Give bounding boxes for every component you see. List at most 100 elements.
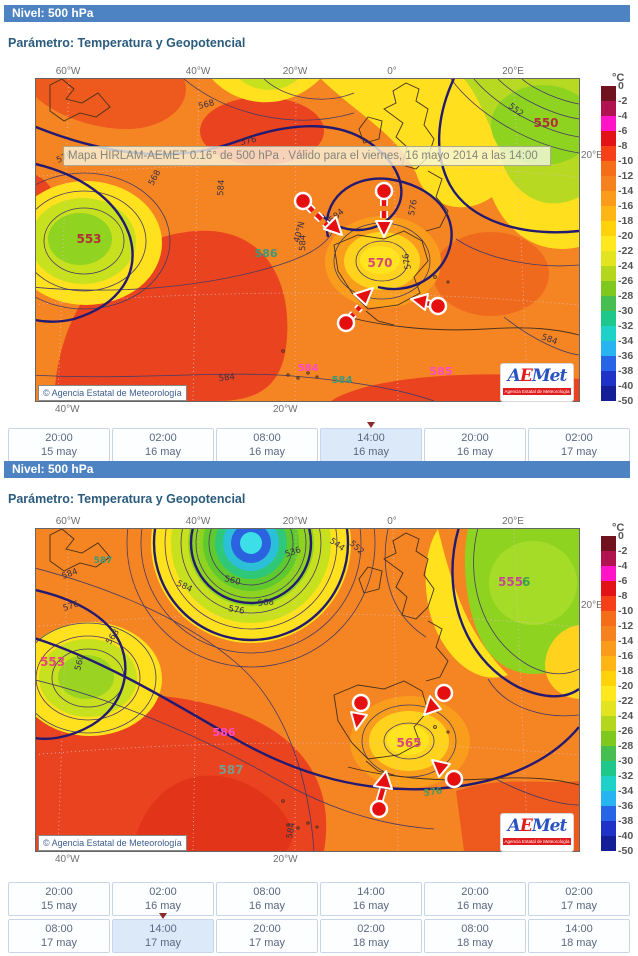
- colorbar-tick: 0: [618, 530, 624, 542]
- colorbar-tick: -36: [618, 350, 634, 362]
- colorbar-tick: -22: [618, 245, 634, 257]
- colorbar-segment: [601, 266, 616, 281]
- colorbar-segment: [601, 86, 616, 101]
- colorbar-tick: -28: [618, 740, 634, 752]
- level-header-2: Nivel: 500 hPa: [4, 461, 630, 478]
- time-step[interactable]: 14:00 18 may: [528, 919, 630, 953]
- temperature-colorbar-2: °C 0 -2 -4 -6 -8 -10 -12 -14 -16 -18 -20 -22 -24 -26 -…: [601, 522, 638, 857]
- colorbar-segment: [601, 836, 616, 851]
- geopotential-high-label: 585: [430, 365, 453, 378]
- colorbar-tick: -20: [618, 680, 634, 692]
- colorbar-segment: [601, 191, 616, 206]
- annotation-arrows-1: [293, 181, 448, 333]
- colorbar-tick: -12: [618, 620, 634, 632]
- time-step-selected[interactable]: 14:00 17 may: [112, 919, 214, 953]
- time-step[interactable]: 20:00 16 may: [424, 882, 526, 916]
- time-step-selected[interactable]: 14:00 16 may: [320, 428, 422, 462]
- geopotential-low-label: 565: [396, 736, 421, 750]
- colorbar-title: °C: [612, 72, 625, 84]
- colorbar-tick: -14: [618, 185, 634, 197]
- colorbar-tick: -34: [618, 335, 634, 347]
- time-step[interactable]: 02:00 18 may: [320, 919, 422, 953]
- time-selector-1: 20:00 15 may 02:00 16 may 08:00 16 may 14:0…: [8, 422, 630, 465]
- axis-top-20e: 20°E: [502, 66, 524, 77]
- colorbar-segment: [601, 116, 616, 131]
- time-step[interactable]: 08:00 18 may: [424, 919, 526, 953]
- contour-label: 576: [240, 135, 258, 148]
- level-header-1: Nivel: 500 hPa: [4, 5, 630, 22]
- time-step[interactable]: 02:00 16 may: [112, 882, 214, 916]
- logo-letter: E: [519, 816, 533, 836]
- time-step[interactable]: 08:00 16 may: [216, 428, 318, 462]
- colorbar-segment: [601, 716, 616, 731]
- time-step[interactable]: 20:00 15 may: [8, 882, 110, 916]
- geopotential-label: 6: [522, 575, 530, 589]
- selected-time-marker: [367, 422, 375, 428]
- axis-top-0: 0°: [387, 66, 397, 77]
- colorbar-segment: [601, 281, 616, 296]
- colorbar-tick: -10: [618, 605, 634, 617]
- arrow-se: [431, 759, 464, 789]
- map-tooltip: Mapa HIRLAM-AEMET 0.16° de 500 hPa . Vál…: [63, 146, 551, 166]
- arrow-s: [369, 770, 393, 819]
- axis-top-60w: 60°W: [55, 516, 81, 527]
- contour-label: 536: [284, 545, 303, 560]
- logo-letters: Met: [531, 366, 567, 386]
- colorbar-tick: -6: [618, 125, 628, 137]
- colorbar-tick: -22: [618, 695, 634, 707]
- colorbar-segment: [601, 596, 616, 611]
- axis-top-0: 0°: [387, 516, 397, 527]
- axis-right-20e: 20°E: [581, 600, 603, 611]
- selected-time-marker: [159, 913, 167, 919]
- time-step[interactable]: 02:00 17 may: [528, 428, 630, 462]
- colorbar-tick: -10: [618, 155, 634, 167]
- weather-map-2: 536 544 552 560 568 576 584 576 568 560 …: [35, 528, 580, 852]
- time-step[interactable]: 20:00 16 may: [424, 428, 526, 462]
- parameter-title-2: Parámetro: Temperatura y Geopotencial: [8, 492, 246, 506]
- geopotential-high-label: 587: [218, 763, 243, 777]
- axis-top-40w: 40°W: [185, 66, 211, 77]
- colorbar-tick: -24: [618, 710, 634, 722]
- colorbar-segment: [601, 101, 616, 116]
- colorbar-segment: [601, 641, 616, 656]
- colorbar-segment: [601, 356, 616, 371]
- colorbar-tick: -50: [618, 845, 634, 857]
- colorbar-tick: -38: [618, 365, 634, 377]
- colorbar-tick: -26: [618, 725, 634, 737]
- colorbar-segment: [601, 341, 616, 356]
- logo-letters: Met: [531, 816, 567, 836]
- time-step[interactable]: 20:00 17 may: [216, 919, 318, 953]
- contour-label: 568: [257, 597, 274, 609]
- colorbar-segment: [601, 686, 616, 701]
- time-step[interactable]: 08:00 16 may: [216, 882, 318, 916]
- axis-top-20w: 20°W: [282, 516, 308, 527]
- time-step[interactable]: 20:00 15 may: [8, 428, 110, 462]
- colorbar-segment: [601, 671, 616, 686]
- geopotential-high-label: 586: [213, 726, 236, 739]
- temperature-colorbar-1: °C 0 -2 -4 -6 -8 -10 -12 -14 -16 -18 -20 -22 -24 -26 -…: [601, 72, 638, 407]
- colorbar-segment: [601, 236, 616, 251]
- contour-label: 584: [216, 179, 227, 196]
- contour-label: 560: [73, 654, 87, 672]
- contour-label: 584: [218, 372, 235, 384]
- time-step[interactable]: 02:00 16 may: [112, 428, 214, 462]
- aemet-logo-2: AEMet Agencia Estatal de Meteorología: [500, 813, 574, 852]
- geopotential-low-label: 553: [76, 232, 101, 246]
- contour-label: 576: [423, 786, 443, 799]
- contours-thin-1: [36, 79, 579, 401]
- time-step[interactable]: 02:00 17 may: [528, 882, 630, 916]
- colorbar-tick: -30: [618, 755, 634, 767]
- axis-top-20e: 20°E: [502, 516, 524, 527]
- colorbar-tick: -34: [618, 785, 634, 797]
- time-step[interactable]: 14:00 16 may: [320, 882, 422, 916]
- axis-bottom-20w: 20°W: [273, 404, 298, 415]
- logo-letter: A: [507, 366, 521, 386]
- colorbar-segment: [601, 611, 616, 626]
- colorbar-segment: [601, 731, 616, 746]
- time-step[interactable]: 08:00 17 may: [8, 919, 110, 953]
- colorbar-tick: -26: [618, 275, 634, 287]
- colorbar-tick: -40: [618, 380, 634, 392]
- colorbar-tick: -12: [618, 170, 634, 182]
- colorbar-segment: [601, 821, 616, 836]
- colorbar-tick: -40: [618, 830, 634, 842]
